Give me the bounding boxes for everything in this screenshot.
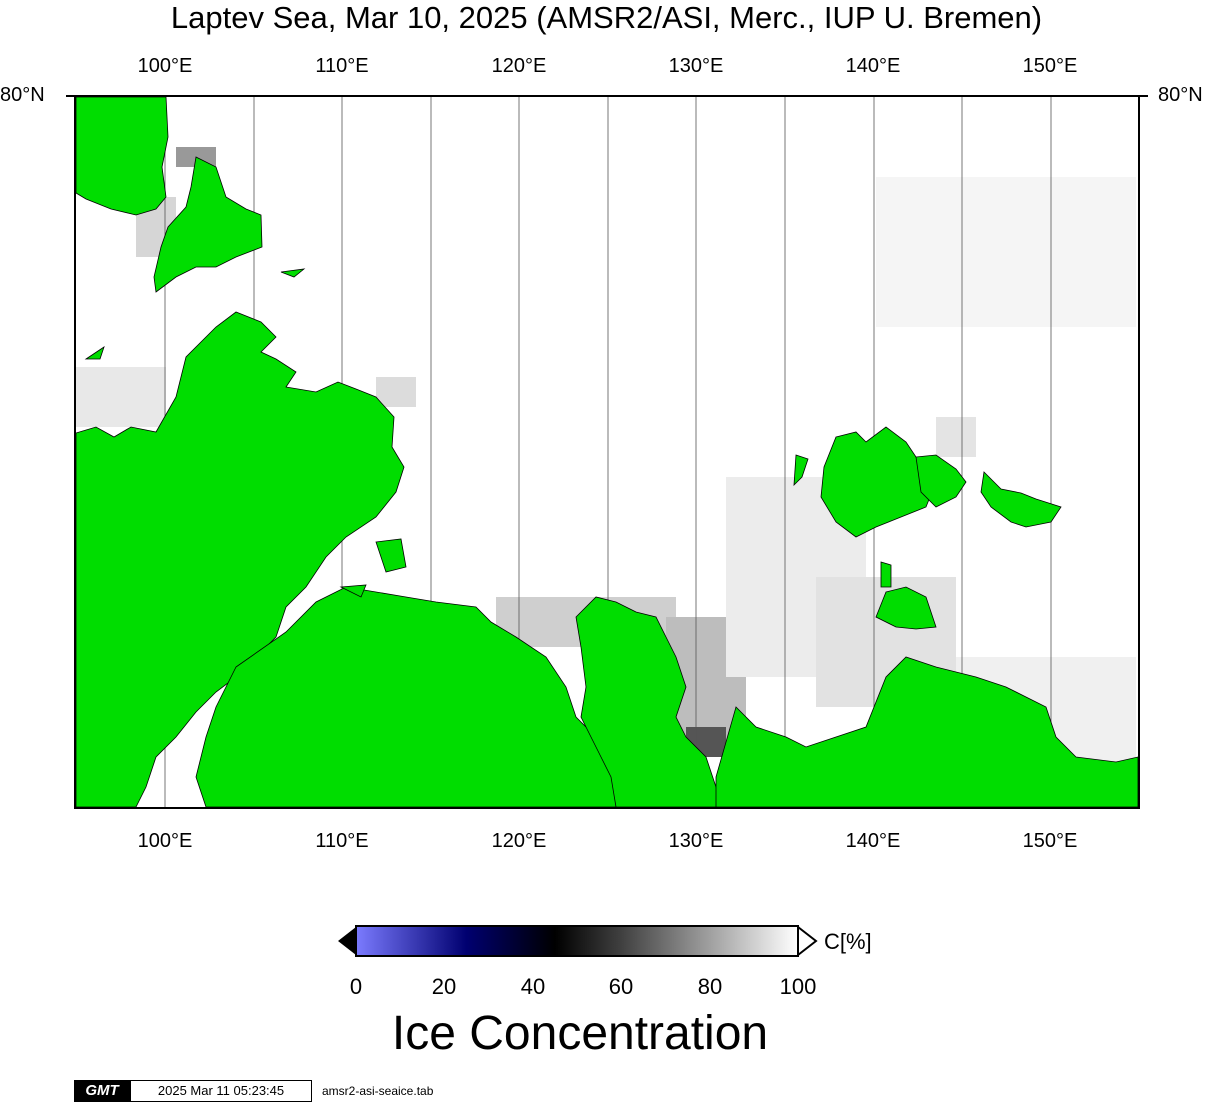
lon-label-bottom: 150°E <box>1022 830 1078 852</box>
land-severnaya-zemlya <box>76 97 169 216</box>
lat-label-right: 80°N <box>1158 84 1203 106</box>
colorbar-unit: C[%] <box>824 929 872 954</box>
gmt-logo: GMT <box>74 1080 130 1102</box>
colorbar-tick: 20 <box>431 974 457 999</box>
lat-label-left: 80°N <box>0 84 45 106</box>
colorbar-tick: 60 <box>608 974 634 999</box>
land-small-island <box>793 454 809 487</box>
colorbar-gradient <box>355 925 799 957</box>
lon-label-bottom: 110°E <box>315 830 369 852</box>
lat-tick-left <box>66 95 74 97</box>
land-small-island <box>375 538 407 573</box>
land-lena-delta <box>575 596 727 807</box>
lon-label-top: 100°E <box>137 55 193 77</box>
map-frame <box>74 95 1140 809</box>
lat-tick-right <box>1140 95 1148 97</box>
lon-label-top: 140°E <box>845 55 901 77</box>
land-small-island <box>339 584 367 598</box>
land-kotelny-island <box>820 426 937 538</box>
land-taymyr <box>76 311 405 807</box>
colorbar-tick: 40 <box>520 974 546 999</box>
lon-label-bottom: 130°E <box>668 830 724 852</box>
land-small-island <box>280 268 306 278</box>
colorbar-arrow-right <box>797 924 818 958</box>
lon-label-bottom: 100°E <box>137 830 193 852</box>
lon-label-top: 110°E <box>315 55 369 77</box>
land-bolshevik-island <box>153 156 263 293</box>
colorbar-title: Ice Concentration <box>391 1007 769 1060</box>
lon-label-top: 130°E <box>668 55 724 77</box>
map-title: Laptev Sea, Mar 10, 2025 (AMSR2/ASI, Mer… <box>170 0 1043 35</box>
source-file: amsr2-asi-seaice.tab <box>322 1084 434 1098</box>
lon-label-bottom: 140°E <box>845 830 901 852</box>
land-bolshoy-lyakhovsky <box>875 586 937 630</box>
land-new-siberia-island <box>915 454 967 508</box>
map-canvas <box>76 97 1138 807</box>
colorbar <box>338 924 818 958</box>
land-small-island <box>84 346 105 360</box>
lon-label-bottom: 120°E <box>491 830 547 852</box>
timestamp: 2025 Mar 11 05:23:45 <box>130 1080 312 1102</box>
lon-label-top: 120°E <box>491 55 547 77</box>
colorbar-arrow-left <box>338 927 356 955</box>
colorbar-svg <box>338 924 818 958</box>
land-areas <box>76 97 1138 807</box>
lon-label-top: 150°E <box>1022 55 1078 77</box>
land-mainland-east <box>715 656 1138 807</box>
land-bennett-island <box>980 471 1062 528</box>
colorbar-tick: 100 <box>779 974 817 999</box>
colorbar-tick: 0 <box>349 974 363 999</box>
colorbar-tick: 80 <box>697 974 723 999</box>
land-small-island <box>880 561 892 588</box>
